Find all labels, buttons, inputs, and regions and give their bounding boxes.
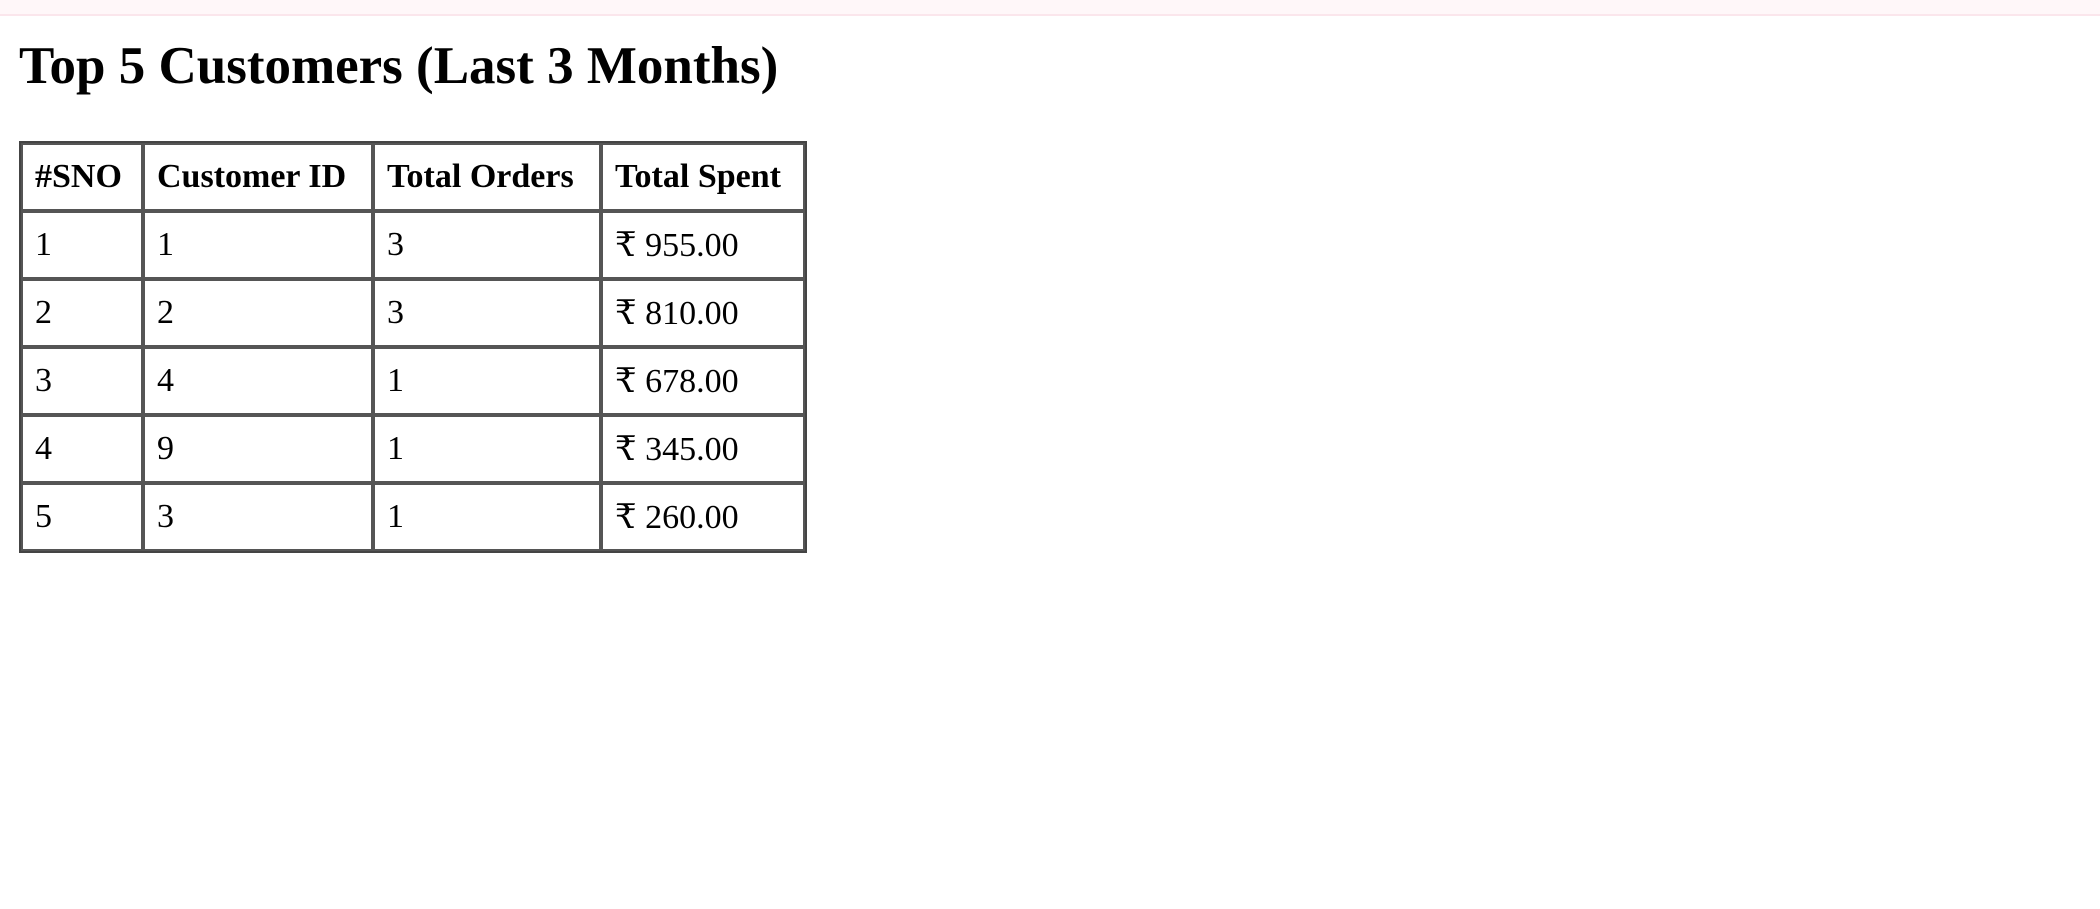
page-title: Top 5 Customers (Last 3 Months)	[19, 37, 779, 95]
table-row: 2 2 3 ₹ 810.00	[21, 279, 805, 347]
header-total-orders: Total Orders	[373, 143, 601, 211]
cell-total-orders: 1	[373, 483, 601, 551]
cell-customer-id: 2	[143, 279, 373, 347]
top-strip	[0, 0, 2100, 16]
header-sno: #SNO	[21, 143, 143, 211]
cell-customer-id: 4	[143, 347, 373, 415]
table-row: 3 4 1 ₹ 678.00	[21, 347, 805, 415]
table-row: 5 3 1 ₹ 260.00	[21, 483, 805, 551]
table-row: 4 9 1 ₹ 345.00	[21, 415, 805, 483]
cell-total-orders: 3	[373, 211, 601, 279]
cell-total-orders: 1	[373, 415, 601, 483]
header-total-spent: Total Spent	[601, 143, 805, 211]
table-row: 1 1 3 ₹ 955.00	[21, 211, 805, 279]
cell-customer-id: 1	[143, 211, 373, 279]
cell-total-spent: ₹ 260.00	[601, 483, 805, 551]
cell-total-spent: ₹ 955.00	[601, 211, 805, 279]
cell-customer-id: 9	[143, 415, 373, 483]
cell-total-spent: ₹ 810.00	[601, 279, 805, 347]
cell-sno: 4	[21, 415, 143, 483]
cell-sno: 5	[21, 483, 143, 551]
table-header-row: #SNO Customer ID Total Orders Total Spen…	[21, 143, 805, 211]
cell-total-spent: ₹ 345.00	[601, 415, 805, 483]
cell-customer-id: 3	[143, 483, 373, 551]
cell-sno: 3	[21, 347, 143, 415]
cell-sno: 1	[21, 211, 143, 279]
cell-total-orders: 1	[373, 347, 601, 415]
customers-table: #SNO Customer ID Total Orders Total Spen…	[19, 141, 807, 553]
cell-total-orders: 3	[373, 279, 601, 347]
cell-sno: 2	[21, 279, 143, 347]
header-customer-id: Customer ID	[143, 143, 373, 211]
cell-total-spent: ₹ 678.00	[601, 347, 805, 415]
